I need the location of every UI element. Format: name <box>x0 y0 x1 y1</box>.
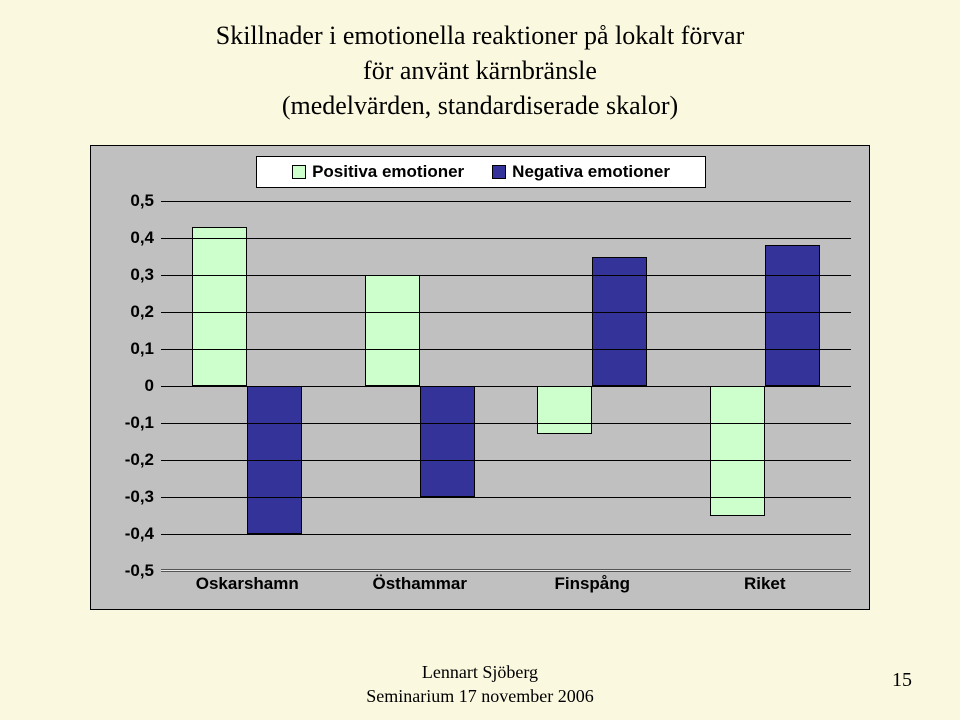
bar <box>537 386 592 434</box>
footer-event: Seminarium 17 november 2006 <box>366 686 593 706</box>
title-line-2: för använt kärnbränsle <box>363 56 597 85</box>
legend-swatch-positiva <box>292 165 306 179</box>
x-tick-label: Riket <box>744 574 786 594</box>
bar <box>765 245 820 386</box>
chart-panel: Positiva emotioner Negativa emotioner 0,… <box>90 145 870 610</box>
gridline <box>161 349 851 350</box>
bar <box>420 386 475 497</box>
chart-title: Skillnader i emotionella reaktioner på l… <box>0 0 960 123</box>
y-tick-label: 0 <box>99 376 154 396</box>
footer-author: Lennart Sjöberg <box>422 662 538 682</box>
plot-area <box>161 201 851 571</box>
footer: Lennart Sjöberg Seminarium 17 november 2… <box>0 661 960 708</box>
gridline <box>161 423 851 424</box>
legend-item-positiva: Positiva emotioner <box>292 162 464 182</box>
legend-swatch-negativa <box>492 165 506 179</box>
legend-label-negativa: Negativa emotioner <box>512 162 670 182</box>
y-tick-label: 0,2 <box>99 302 154 322</box>
y-tick-label: 0,3 <box>99 265 154 285</box>
y-tick-label: -0,5 <box>99 561 154 581</box>
y-tick-label: 0,4 <box>99 228 154 248</box>
gridline <box>161 386 851 387</box>
gridline <box>161 201 851 202</box>
gridline <box>161 312 851 313</box>
gridline <box>161 275 851 276</box>
gridline <box>161 238 851 239</box>
y-tick-label: -0,4 <box>99 524 154 544</box>
x-tick-label: Oskarshamn <box>196 574 299 594</box>
y-tick-label: -0,2 <box>99 450 154 470</box>
gridline <box>161 534 851 535</box>
legend-item-negativa: Negativa emotioner <box>492 162 670 182</box>
bar <box>192 227 247 386</box>
y-tick-label: 0,1 <box>99 339 154 359</box>
floor-line <box>161 569 851 572</box>
y-tick-label: -0,3 <box>99 487 154 507</box>
bar <box>365 275 420 386</box>
gridline <box>161 497 851 498</box>
legend-label-positiva: Positiva emotioner <box>312 162 464 182</box>
x-tick-label: Östhammar <box>373 574 467 594</box>
legend: Positiva emotioner Negativa emotioner <box>256 156 706 188</box>
title-line-1: Skillnader i emotionella reaktioner på l… <box>216 21 744 50</box>
page-number: 15 <box>892 669 912 692</box>
y-tick-label: -0,1 <box>99 413 154 433</box>
x-tick-label: Finspång <box>554 574 630 594</box>
title-line-3: (medelvärden, standardiserade skalor) <box>282 91 678 120</box>
y-tick-label: 0,5 <box>99 191 154 211</box>
gridline <box>161 460 851 461</box>
